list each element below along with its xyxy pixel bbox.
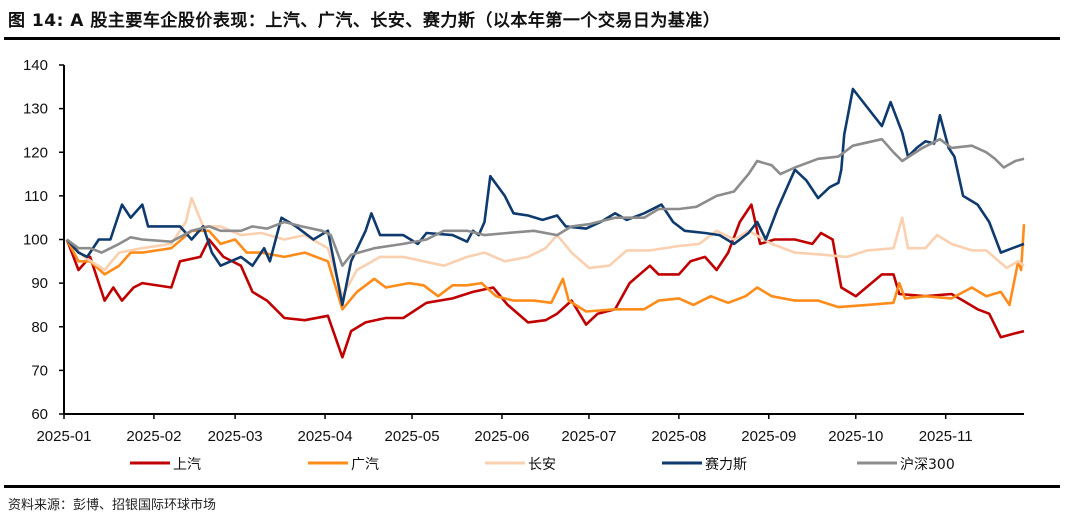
legend-label: 赛力斯 (705, 457, 747, 473)
bottom-rule (4, 485, 1060, 488)
legend-label: 长安 (528, 457, 556, 473)
series-line-0 (65, 203, 1025, 359)
series-line-1 (65, 224, 1026, 313)
y-tick-label: 110 (24, 188, 48, 205)
x-tick-label: 2025-06 (474, 428, 529, 445)
figure-title: 图 14: A 股主要车企股价表现：上汽、广汽、长安、赛力斯（以本年第一个交易日… (8, 11, 721, 31)
x-tick-label: 2025-01 (36, 428, 91, 445)
legend-label: 广汽 (351, 457, 379, 473)
x-tick-label: 2025-02 (126, 428, 181, 445)
x-tick-label: 2025-07 (561, 428, 616, 445)
legend-label: 上汽 (173, 457, 201, 473)
x-tick-label: 2025-11 (919, 428, 973, 445)
y-tick-label: 100 (23, 232, 48, 249)
x-tick-label: 2025-05 (385, 428, 440, 445)
x-tick-label: 2025-03 (208, 428, 263, 445)
y-tick-label: 140 (23, 57, 48, 74)
title-rule (4, 37, 1060, 40)
y-tick-label: 130 (23, 101, 48, 118)
y-tick-label: 60 (31, 406, 48, 423)
x-tick-label: 2025-10 (828, 428, 883, 445)
y-tick-label: 90 (31, 275, 48, 292)
y-tick-label: 80 (31, 319, 48, 336)
x-tick-label: 2025-08 (651, 428, 706, 445)
series-line-3 (65, 87, 1025, 307)
series-line-4 (66, 137, 1025, 267)
source-note: 资料来源：彭博、招银国际环球市场 (8, 498, 217, 513)
y-tick-label: 120 (23, 144, 48, 161)
x-tick-label: 2025-04 (297, 428, 352, 445)
y-tick-label: 70 (31, 362, 48, 379)
x-tick-label: 2025-09 (741, 428, 796, 445)
legend-label: 沪深300 (900, 457, 955, 473)
